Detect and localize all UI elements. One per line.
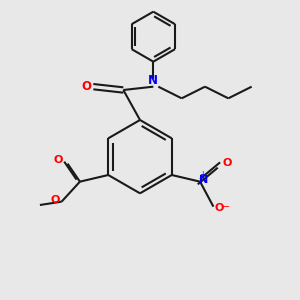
Text: O: O bbox=[50, 195, 60, 205]
Text: −: − bbox=[222, 202, 230, 212]
Text: +: + bbox=[199, 170, 205, 179]
Text: O: O bbox=[81, 80, 91, 93]
Text: N: N bbox=[148, 74, 158, 87]
Text: N: N bbox=[199, 175, 208, 185]
Text: O: O bbox=[222, 158, 231, 168]
Text: O: O bbox=[215, 203, 224, 213]
Text: O: O bbox=[54, 155, 63, 165]
